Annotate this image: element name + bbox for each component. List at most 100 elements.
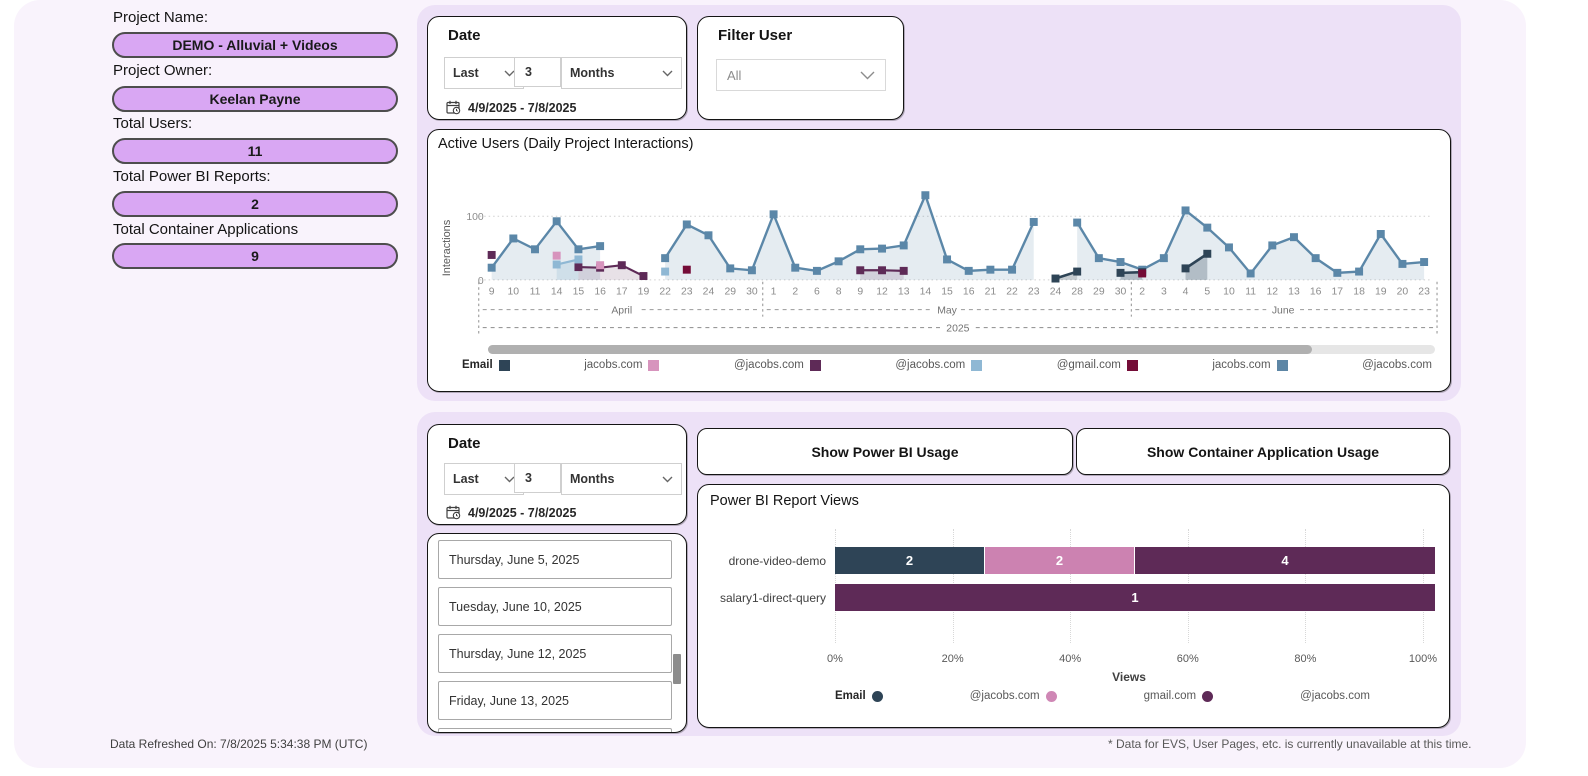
bar-segment[interactable]: 2 xyxy=(835,547,985,574)
legend-label: gmail.com xyxy=(1143,690,1197,702)
svg-text:9: 9 xyxy=(857,287,863,298)
svg-text:19: 19 xyxy=(1375,287,1387,298)
legend-swatch xyxy=(648,359,660,371)
svg-text:2: 2 xyxy=(792,287,798,298)
legend-swatch xyxy=(498,359,510,371)
date-list-card: Thursday, June 5, 2025 Tuesday, June 10,… xyxy=(427,533,687,733)
legend-label: Email xyxy=(835,690,866,702)
svg-text:10: 10 xyxy=(1223,287,1235,298)
date-mode-select[interactable]: Last xyxy=(444,463,524,495)
list-scrollbar-thumb[interactable] xyxy=(673,654,681,684)
date-unit-select[interactable]: Months xyxy=(561,463,682,495)
legend-label: jacobs.com xyxy=(584,359,643,371)
svg-text:9: 9 xyxy=(489,287,495,298)
total-reports-value: 2 xyxy=(112,191,398,217)
svg-text:13: 13 xyxy=(1288,287,1300,298)
legend-label: @gmail.com xyxy=(1056,359,1121,371)
date-unit-select[interactable]: Months xyxy=(561,57,682,89)
bar-segment[interactable]: 2 xyxy=(985,547,1135,574)
legend-swatch xyxy=(971,359,983,371)
chevron-down-icon xyxy=(504,476,515,482)
legend-label: @jacobs.com xyxy=(1300,690,1370,702)
report-views-axis: 0% 20% 40% 60% 80% 100% xyxy=(827,653,1437,667)
date-list: Thursday, June 5, 2025 Tuesday, June 10,… xyxy=(428,534,686,732)
date-filter-card-top: Date Last Months 4/9/2025 - 7/8/2025 xyxy=(427,16,687,120)
filter-user-title: Filter User xyxy=(718,27,793,44)
axis-tick: 40% xyxy=(1059,653,1082,665)
legend-swatch xyxy=(1202,690,1214,702)
date-range-value: 4/9/2025 - 7/8/2025 xyxy=(468,100,577,115)
legend-item[interactable]: @jacobs.com xyxy=(1300,690,1370,702)
date-list-item-partial[interactable] xyxy=(438,728,672,732)
legend-swatch xyxy=(1126,359,1138,371)
bar-category-label: salary1-direct-query xyxy=(719,590,826,605)
total-users-label: Total Users: xyxy=(113,115,193,132)
date-range-row: 4/9/2025 - 7/8/2025 xyxy=(446,505,576,520)
project-name-value: DEMO - Alluvial + Videos xyxy=(112,32,398,58)
legend-swatch xyxy=(1045,690,1057,702)
legend-label: @jacobs.com xyxy=(895,359,966,371)
legend-item[interactable]: jacobs.com xyxy=(584,359,660,371)
legend-item[interactable]: @jacobs.com xyxy=(895,359,983,371)
svg-text:June: June xyxy=(1272,306,1295,317)
bar-category-label: drone-video-demo xyxy=(728,553,826,568)
project-owner-text: Keelan Payne xyxy=(209,91,301,107)
legend-item[interactable]: gmail.com xyxy=(1143,690,1214,702)
total-reports-text: 2 xyxy=(251,196,259,212)
date-count-input[interactable] xyxy=(514,463,561,493)
legend-item[interactable]: Email xyxy=(835,690,883,702)
date-list-item[interactable]: Thursday, June 5, 2025 xyxy=(438,540,672,579)
report-views-xlabel: Views xyxy=(1112,670,1146,684)
data-refreshed-note: Data Refreshed On: 7/8/2025 5:34:38 PM (… xyxy=(110,737,368,751)
legend-item[interactable]: @jacobs.com xyxy=(970,690,1057,702)
date-mode-value: Last xyxy=(453,66,479,80)
svg-text:0: 0 xyxy=(478,276,484,287)
svg-text:28: 28 xyxy=(1071,287,1083,298)
svg-text:22: 22 xyxy=(659,287,671,298)
svg-text:29: 29 xyxy=(1093,287,1105,298)
filter-user-select[interactable]: All xyxy=(716,59,886,91)
legend-label: @jacobs.com xyxy=(1362,359,1432,371)
chart-scrollbar-track[interactable] xyxy=(488,345,1435,354)
date-list-item[interactable]: Friday, June 13, 2025 xyxy=(438,681,672,720)
svg-text:14: 14 xyxy=(920,287,932,298)
report-views-legend: Email @jacobs.com gmail.com @jacobs.com xyxy=(835,690,1370,702)
svg-text:23: 23 xyxy=(1028,287,1040,298)
axis-tick: 100% xyxy=(1408,653,1438,665)
show-container-usage-button[interactable]: Show Container Application Usage xyxy=(1076,428,1450,475)
legend-item[interactable]: Email xyxy=(462,359,510,371)
legend-item[interactable]: jacobs.com xyxy=(1212,359,1288,371)
total-users-text: 11 xyxy=(247,143,263,159)
date-mode-select[interactable]: Last xyxy=(444,57,524,89)
date-list-item[interactable]: Tuesday, June 10, 2025 xyxy=(438,587,672,626)
bar-segment[interactable]: 4 xyxy=(1135,547,1435,574)
legend-item[interactable]: @gmail.com xyxy=(1057,359,1138,371)
svg-text:12: 12 xyxy=(876,287,888,298)
date-count-input[interactable] xyxy=(514,57,561,87)
legend-item[interactable]: @jacobs.com xyxy=(1362,359,1432,371)
project-name-text: DEMO - Alluvial + Videos xyxy=(172,37,338,53)
svg-text:11: 11 xyxy=(530,287,541,298)
active-users-title: Active Users (Daily Project Interactions… xyxy=(438,136,694,152)
date-list-item[interactable]: Thursday, June 12, 2025 xyxy=(438,634,672,673)
project-owner-value: Keelan Payne xyxy=(112,86,398,112)
bar-segment[interactable]: 1 xyxy=(835,584,1435,611)
calendar-icon xyxy=(446,505,461,520)
bar-row: drone-video-demo 2 2 4 xyxy=(710,547,1435,574)
legend-item[interactable]: @jacobs.com xyxy=(734,359,821,371)
date-unit-value: Months xyxy=(570,66,615,80)
legend-label: jacobs.com xyxy=(1212,359,1271,371)
chart-scrollbar-thumb[interactable] xyxy=(488,345,1312,354)
button-label: Show Container Application Usage xyxy=(1146,443,1380,460)
svg-text:6: 6 xyxy=(814,287,820,298)
svg-text:23: 23 xyxy=(681,287,693,298)
svg-text:17: 17 xyxy=(616,287,628,298)
svg-text:1: 1 xyxy=(771,287,777,298)
svg-text:Interactions: Interactions xyxy=(441,219,453,276)
show-power-bi-usage-button[interactable]: Show Power BI Usage xyxy=(697,428,1073,475)
total-containers-label: Total Container Applications xyxy=(113,221,299,238)
svg-text:3: 3 xyxy=(1161,287,1167,298)
date-mode-value: Last xyxy=(453,472,479,486)
